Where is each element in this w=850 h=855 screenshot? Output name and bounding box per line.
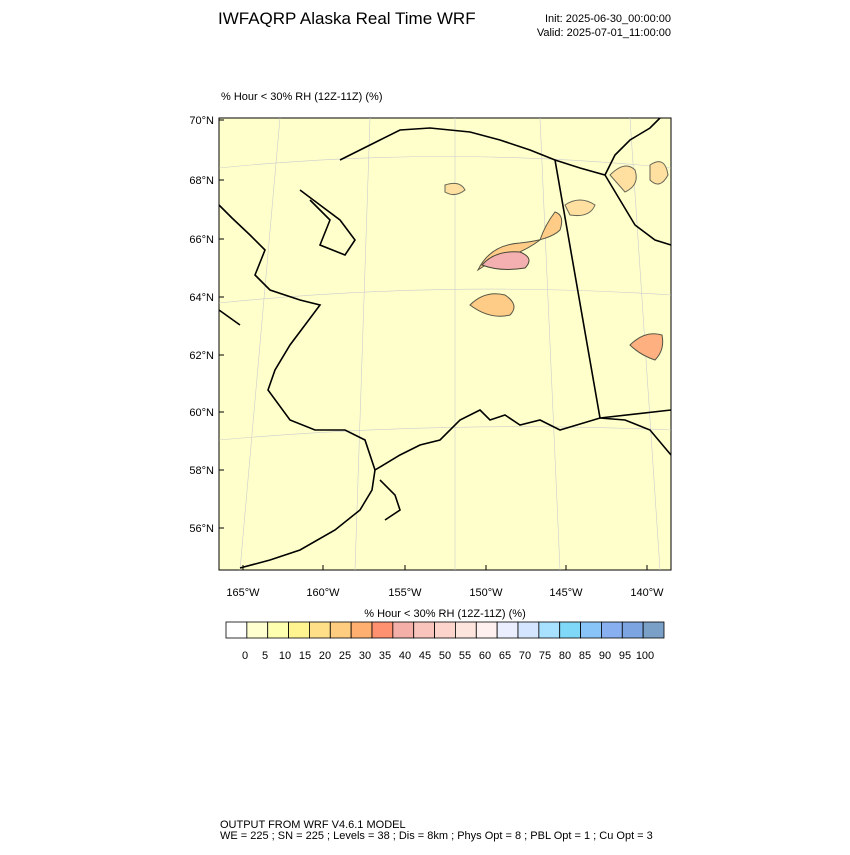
coastline xyxy=(218,117,672,569)
colorbar-label: 20 xyxy=(319,650,331,662)
graticule xyxy=(218,117,672,571)
lon-label: 140°W xyxy=(630,587,664,599)
lon-label: 145°W xyxy=(549,587,583,599)
colorbar-label: 40 xyxy=(399,650,411,662)
init-time: Init: 2025-06-30_00:00:00 xyxy=(545,13,671,25)
map xyxy=(218,117,672,571)
colorbar-box xyxy=(309,621,331,639)
colorbar-label: 65 xyxy=(499,650,511,662)
colorbar-box xyxy=(475,621,498,639)
dry-area xyxy=(481,251,530,270)
colorbar-label: 75 xyxy=(539,650,551,662)
colorbar-label: 10 xyxy=(279,650,291,662)
colorbar-box xyxy=(392,621,415,639)
colorbar-label: 85 xyxy=(579,650,591,662)
colorbar: 0 5 10 15 20 25 30 35 40 45 50 55 60 65 70 75 80 85 90 95 10… xyxy=(225,621,665,662)
colorbar-box xyxy=(413,621,435,639)
lat-label: 64°N xyxy=(189,292,214,304)
footer-line: OUTPUT FROM WRF V4.6.1 MODEL xyxy=(220,819,406,831)
colorbar-box xyxy=(350,621,373,639)
lat-label: 70°N xyxy=(189,115,214,127)
colorbar-label: 15 xyxy=(299,650,311,662)
colorbar-label: 90 xyxy=(599,650,611,662)
title: IWFAQRP Alaska Real Time WRF xyxy=(218,9,476,28)
lon-label: 165°W xyxy=(226,587,260,599)
colorbar-box xyxy=(621,621,644,639)
colorbar-box xyxy=(455,621,477,639)
lat-label: 62°N xyxy=(189,350,214,362)
colorbar-box xyxy=(371,621,394,639)
dry-area xyxy=(444,161,669,216)
colorbar-label: 30 xyxy=(359,650,371,662)
colorbar-box xyxy=(517,621,540,639)
colorbar-box xyxy=(329,621,352,639)
colorbar-title: % Hour < 30% RH (12Z-11Z) (%) xyxy=(364,608,525,620)
colorbar-label: 5 xyxy=(262,650,268,662)
lat-label: 60°N xyxy=(189,407,214,419)
colorbar-label: 55 xyxy=(459,650,471,662)
map-frame xyxy=(218,117,672,571)
dry-area xyxy=(469,293,515,317)
lon-label: 150°W xyxy=(469,587,503,599)
colorbar-label: 35 xyxy=(379,650,391,662)
colorbar-label: 25 xyxy=(339,650,351,662)
lat-label: 66°N xyxy=(189,234,214,246)
colorbar-box xyxy=(559,621,581,639)
lon-label: 155°W xyxy=(388,587,422,599)
colorbar-box xyxy=(225,621,248,639)
colorbar-label: 80 xyxy=(559,650,571,662)
colorbar-box xyxy=(601,621,623,639)
map-subtitle: % Hour < 30% RH (12Z-11Z) (%) xyxy=(221,91,382,103)
colorbar-box xyxy=(267,621,289,639)
colorbar-box xyxy=(496,621,519,639)
colorbar-label: 50 xyxy=(439,650,451,662)
colorbar-label: 100 xyxy=(636,650,654,662)
lon-label: 160°W xyxy=(306,587,340,599)
colorbar-box xyxy=(434,621,456,639)
colorbar-box xyxy=(538,621,561,639)
colorbar-label: 70 xyxy=(519,650,531,662)
colorbar-label: 45 xyxy=(419,650,431,662)
lat-label: 58°N xyxy=(189,465,214,477)
colorbar-box xyxy=(580,621,602,639)
colorbar-label: 60 xyxy=(479,650,491,662)
colorbar-box xyxy=(246,621,269,639)
lat-label: 56°N xyxy=(189,523,214,535)
colorbar-label: 95 xyxy=(619,650,631,662)
valid-time: Valid: 2025-07-01_11:00:00 xyxy=(537,27,671,39)
dry-area xyxy=(629,333,664,361)
colorbar-box xyxy=(288,621,310,639)
colorbar-label: 0 xyxy=(242,650,248,662)
colorbar-box xyxy=(642,621,665,639)
footer-line: WE = 225 ; SN = 225 ; Levels = 38 ; Dis … xyxy=(220,830,653,842)
lat-label: 68°N xyxy=(189,175,214,187)
